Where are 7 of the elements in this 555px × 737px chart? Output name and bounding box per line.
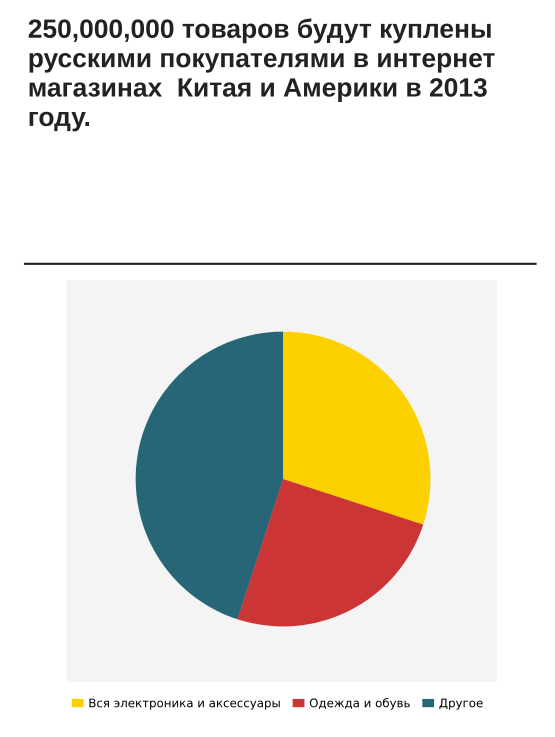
- pie-slice: [283, 332, 430, 525]
- pie-slice: [136, 332, 284, 620]
- pie-slice: [238, 479, 424, 626]
- legend-label: Вся электроника и аксессуары: [89, 698, 280, 710]
- legend-label: Другое: [439, 698, 483, 710]
- legend-label: Одежда и обувь: [310, 698, 410, 710]
- chart-title: 250,000,000 товаров будут куплены русскими покупателями в интернет магазинах Китая и Америки в 2013 году.: [28, 18, 495, 132]
